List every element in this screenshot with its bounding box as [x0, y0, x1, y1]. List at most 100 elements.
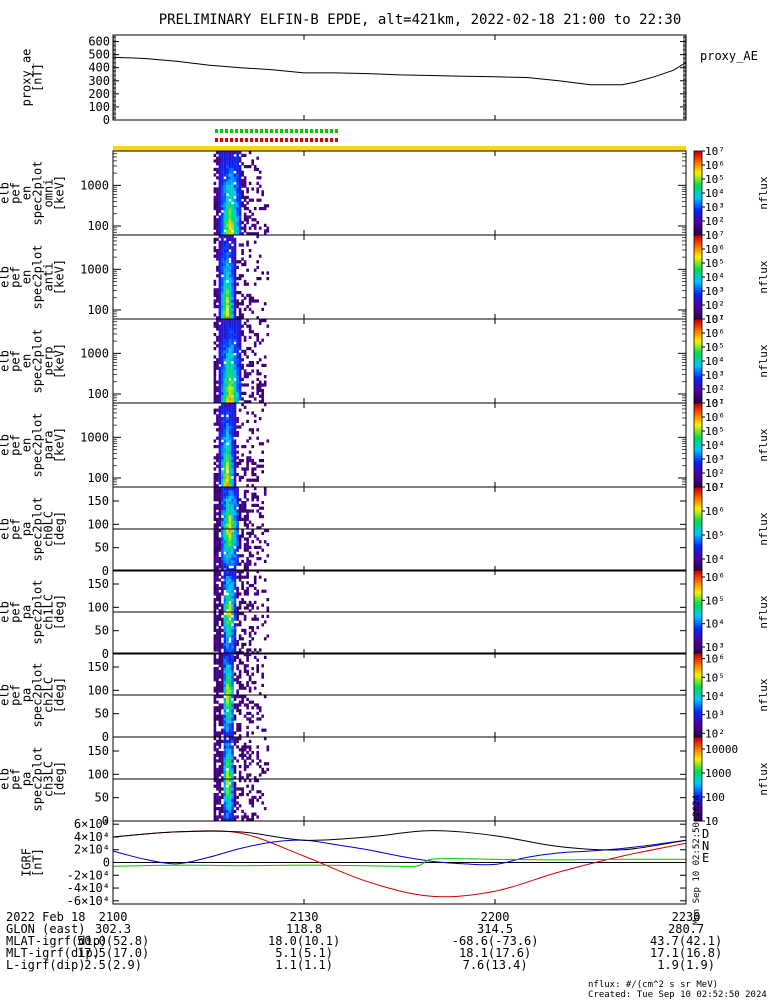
- heatmap-cell: [238, 503, 242, 507]
- heatmap-cell: [221, 442, 224, 446]
- heatmap-cell: [243, 642, 247, 646]
- heatmap-cell: [238, 223, 242, 227]
- heatmap-cell: [213, 609, 217, 613]
- heatmap-cell: [218, 422, 222, 426]
- heatmap-cell: [248, 531, 252, 535]
- heatmap-cell: [221, 173, 224, 177]
- heatmap-cell: [228, 221, 232, 225]
- flag-red: [270, 138, 273, 142]
- colorbar-label: nflux: [757, 260, 770, 293]
- heatmap-cell: [218, 706, 222, 710]
- heatmap-cell: [226, 595, 229, 599]
- heatmap-cell: [243, 226, 247, 230]
- heatmap-cell: [233, 537, 237, 541]
- heatmap-cell: [248, 428, 252, 432]
- heatmap-cell: [221, 765, 224, 769]
- igrf-line-N: [112, 839, 687, 866]
- heatmap-cell: [218, 254, 222, 258]
- heatmap-cell: [226, 277, 229, 281]
- heatmap-cell: [223, 246, 227, 250]
- heatmap-cell: [223, 714, 227, 718]
- heatmap-cell: [248, 603, 252, 607]
- heatmap-cell: [251, 759, 254, 763]
- heatmap-cell: [221, 207, 224, 211]
- heatmap-cell: [243, 338, 247, 342]
- heatmap-cell: [223, 631, 227, 635]
- colorbar-segment: [694, 268, 702, 272]
- colorbar-segment: [694, 476, 702, 480]
- heatmap-cell: [223, 523, 227, 527]
- heatmap-cell: [233, 498, 237, 502]
- heatmap-cell: [236, 517, 239, 521]
- colorbar-segment: [694, 394, 702, 398]
- heatmap-cell: [223, 720, 227, 724]
- heatmap-cell: [221, 606, 224, 610]
- heatmap-cell: [228, 645, 232, 649]
- heatmap-cell: [218, 548, 222, 552]
- heatmap-cell: [213, 759, 217, 763]
- heatmap-cell: [213, 391, 217, 395]
- heatmap-cell: [228, 316, 232, 320]
- heatmap-cell: [223, 578, 227, 582]
- heatmap-cell: [241, 534, 244, 538]
- heatmap-cell: [221, 344, 224, 348]
- heatmap-cell: [223, 296, 227, 300]
- heatmap-cell: [228, 648, 232, 652]
- heatmap-cell: [253, 352, 257, 356]
- heatmap-cell: [221, 520, 224, 524]
- colorbar-segment: [694, 253, 702, 257]
- heatmap-cell: [218, 753, 222, 757]
- heatmap-cell: [231, 296, 234, 300]
- colorbar-tick-label: 10³: [705, 369, 725, 382]
- heatmap-cell: [248, 609, 252, 613]
- heatmap-cell: [248, 226, 252, 230]
- heatmap-cell: [228, 770, 232, 774]
- heatmap-cell: [228, 551, 232, 555]
- heatmap-cell: [241, 628, 244, 632]
- colorbar-segment: [694, 323, 702, 326]
- heatmap-cell: [231, 515, 234, 519]
- heatmap-cell: [216, 773, 219, 777]
- colorbar-label: nflux: [757, 762, 770, 795]
- heatmap-cell: [221, 815, 224, 819]
- heatmap-cell: [223, 562, 227, 566]
- heatmap-cell: [253, 779, 257, 783]
- heatmap-cell: [236, 689, 239, 693]
- heatmap-cell: [236, 198, 239, 202]
- heatmap-cell: [236, 389, 239, 393]
- heatmap-cell: [261, 271, 264, 275]
- heatmap-cell: [248, 165, 252, 169]
- heatmap-cell: [221, 165, 224, 169]
- heatmap-cell: [228, 515, 232, 519]
- colorbar-segment: [694, 501, 702, 505]
- heatmap-cell: [218, 512, 222, 516]
- heatmap-cell: [231, 173, 234, 177]
- heatmap-cell: [236, 559, 239, 563]
- heatmap-cell: [231, 489, 234, 493]
- heatmap-cell: [226, 265, 229, 269]
- heatmap-cell: [256, 167, 259, 171]
- heatmap-cell: [253, 578, 257, 582]
- heatmap-cell: [233, 293, 237, 297]
- heatmap-cell: [218, 411, 222, 415]
- colorbar-segment: [694, 618, 702, 621]
- heatmap-cell: [236, 737, 239, 741]
- heatmap-cell: [213, 614, 217, 618]
- heatmap-cell: [233, 626, 237, 630]
- heatmap-cell: [221, 686, 224, 690]
- heatmap-cell: [226, 251, 229, 255]
- heatmap-cell: [228, 302, 232, 306]
- heatmap-cell: [233, 790, 237, 794]
- colorbar-segment: [694, 584, 702, 588]
- heatmap-cell: [218, 193, 222, 197]
- heatmap-cell: [251, 584, 254, 588]
- heatmap-cell: [223, 683, 227, 687]
- flag-green: [330, 129, 333, 133]
- heatmap-cell: [216, 586, 219, 590]
- spectrogram-panel-elb_pef_en_spec2plot_para: 10¹10²10³10⁴10⁵10⁶10⁷nflux1001000elbpefe…: [0, 397, 770, 494]
- heatmap-cell: [228, 355, 232, 359]
- heatmap-cell: [223, 391, 227, 395]
- colorbar-segment: [694, 335, 702, 339]
- heatmap-cell: [223, 807, 227, 811]
- heatmap-cell: [218, 467, 222, 471]
